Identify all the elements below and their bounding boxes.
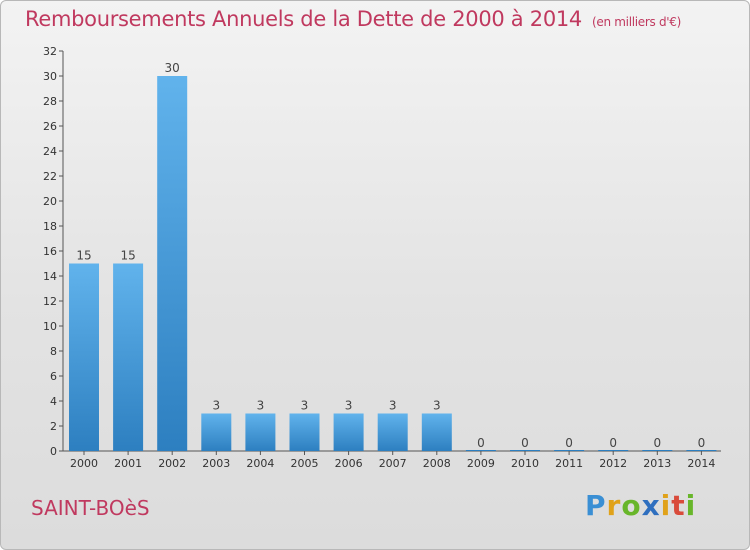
y-tick-label: 14 bbox=[43, 270, 57, 283]
x-tick-label: 2012 bbox=[599, 457, 627, 470]
bar-2002 bbox=[157, 76, 188, 451]
x-tick-label: 2005 bbox=[291, 457, 319, 470]
bar-value-label: 3 bbox=[433, 399, 441, 413]
bar-2012 bbox=[598, 450, 629, 451]
x-tick-label: 2001 bbox=[114, 457, 142, 470]
x-tick-label: 2007 bbox=[379, 457, 407, 470]
y-tick-label: 16 bbox=[43, 245, 57, 258]
y-tick-label: 6 bbox=[50, 370, 57, 383]
x-tick-label: 2010 bbox=[511, 457, 539, 470]
bar-value-label: 0 bbox=[653, 436, 661, 450]
commune-name: SAINT-BOèS bbox=[31, 496, 150, 520]
y-tick-label: 24 bbox=[43, 145, 57, 158]
bar-value-label: 0 bbox=[477, 436, 485, 450]
y-tick-label: 26 bbox=[43, 120, 57, 133]
bar-value-label: 0 bbox=[609, 436, 617, 450]
bar-2013 bbox=[642, 450, 673, 451]
y-tick-label: 28 bbox=[43, 95, 57, 108]
y-tick-label: 4 bbox=[50, 395, 57, 408]
bar-value-label: 30 bbox=[165, 61, 180, 75]
chart-title-text: Remboursements Annuels de la Dette de 20… bbox=[25, 7, 582, 31]
x-tick-label: 2008 bbox=[423, 457, 451, 470]
x-tick-label: 2000 bbox=[70, 457, 98, 470]
x-tick-label: 2014 bbox=[687, 457, 715, 470]
bar-value-label: 15 bbox=[76, 249, 91, 263]
bar-value-label: 3 bbox=[212, 399, 220, 413]
bar-2005 bbox=[289, 413, 320, 451]
bar-value-label: 3 bbox=[389, 399, 397, 413]
bar-value-label: 3 bbox=[301, 399, 309, 413]
y-tick-label: 10 bbox=[43, 320, 57, 333]
chart-title: Remboursements Annuels de la Dette de 20… bbox=[25, 7, 681, 31]
x-tick-label: 2013 bbox=[643, 457, 671, 470]
y-tick-label: 32 bbox=[43, 45, 57, 58]
bar-2014 bbox=[686, 450, 717, 451]
y-tick-label: 18 bbox=[43, 220, 57, 233]
bar-2011 bbox=[554, 450, 585, 451]
bar-value-label: 15 bbox=[120, 249, 135, 263]
x-tick-label: 2002 bbox=[158, 457, 186, 470]
x-tick-label: 2004 bbox=[246, 457, 274, 470]
y-tick-label: 22 bbox=[43, 170, 57, 183]
bar-2008 bbox=[421, 413, 452, 451]
bar-2004 bbox=[245, 413, 276, 451]
bar-2001 bbox=[113, 263, 144, 451]
chart-bars bbox=[69, 76, 717, 451]
y-tick-label: 2 bbox=[50, 420, 57, 433]
y-tick-label: 0 bbox=[50, 445, 57, 458]
x-tick-label: 2006 bbox=[335, 457, 363, 470]
chart-unit: (en milliers d'€) bbox=[592, 15, 682, 29]
bar-value-label: 0 bbox=[521, 436, 529, 450]
bar-2009 bbox=[465, 450, 496, 451]
bar-2010 bbox=[510, 450, 540, 451]
x-tick-label: 2003 bbox=[202, 457, 230, 470]
proxiti-logo[interactable]: Proxiti bbox=[585, 489, 697, 522]
x-tick-label: 2009 bbox=[467, 457, 495, 470]
y-tick-label: 20 bbox=[43, 195, 57, 208]
y-tick-label: 12 bbox=[43, 295, 57, 308]
y-tick-label: 8 bbox=[50, 345, 57, 358]
bar-value-label: 3 bbox=[257, 399, 265, 413]
x-tick-label: 2011 bbox=[555, 457, 583, 470]
y-tick-label: 30 bbox=[43, 70, 57, 83]
bar-2007 bbox=[377, 413, 408, 451]
bar-value-label: 0 bbox=[565, 436, 573, 450]
bar-2000 bbox=[69, 263, 99, 451]
bar-value-label: 0 bbox=[698, 436, 706, 450]
bar-2006 bbox=[333, 413, 364, 451]
bar-2003 bbox=[201, 413, 232, 451]
bar-value-label: 3 bbox=[345, 399, 353, 413]
